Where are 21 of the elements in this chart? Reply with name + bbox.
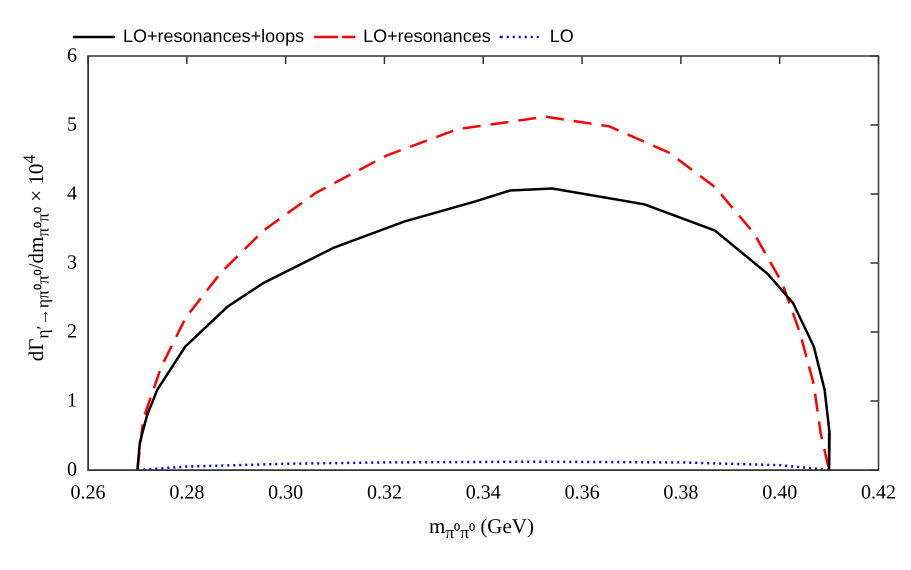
y-tick-label: 3 — [67, 251, 77, 274]
x-tick-label: 0.38 — [663, 481, 698, 504]
x-tick-label: 0.26 — [70, 481, 106, 504]
y-tick-label: 4 — [67, 182, 77, 204]
legend-label: LO+resonances — [363, 26, 491, 46]
legend-label: LO+resonances+loops — [123, 26, 304, 46]
line-series — [136, 460, 830, 470]
y-tick-label: 5 — [67, 113, 77, 136]
x-tick-label: 0.32 — [366, 481, 402, 504]
x-axis-title: m$_{π⁰π⁰}$ (GeV) — [428, 514, 535, 544]
x-tick-label: 0.30 — [268, 481, 304, 504]
y-tick-label: 6 — [67, 44, 77, 66]
y-tick-label: 1 — [67, 389, 77, 412]
legend-label: LO — [550, 26, 574, 46]
y-tick-label: 0 — [67, 458, 77, 480]
x-tick-label: 0.42 — [861, 481, 896, 504]
x-tick-label: 0.34 — [466, 481, 501, 504]
x-tick-label: 0.28 — [169, 481, 204, 504]
y-tick-label: 2 — [67, 320, 77, 342]
x-tick-label: 0.40 — [762, 481, 798, 504]
x-tick-label: 0.36 — [564, 481, 600, 504]
